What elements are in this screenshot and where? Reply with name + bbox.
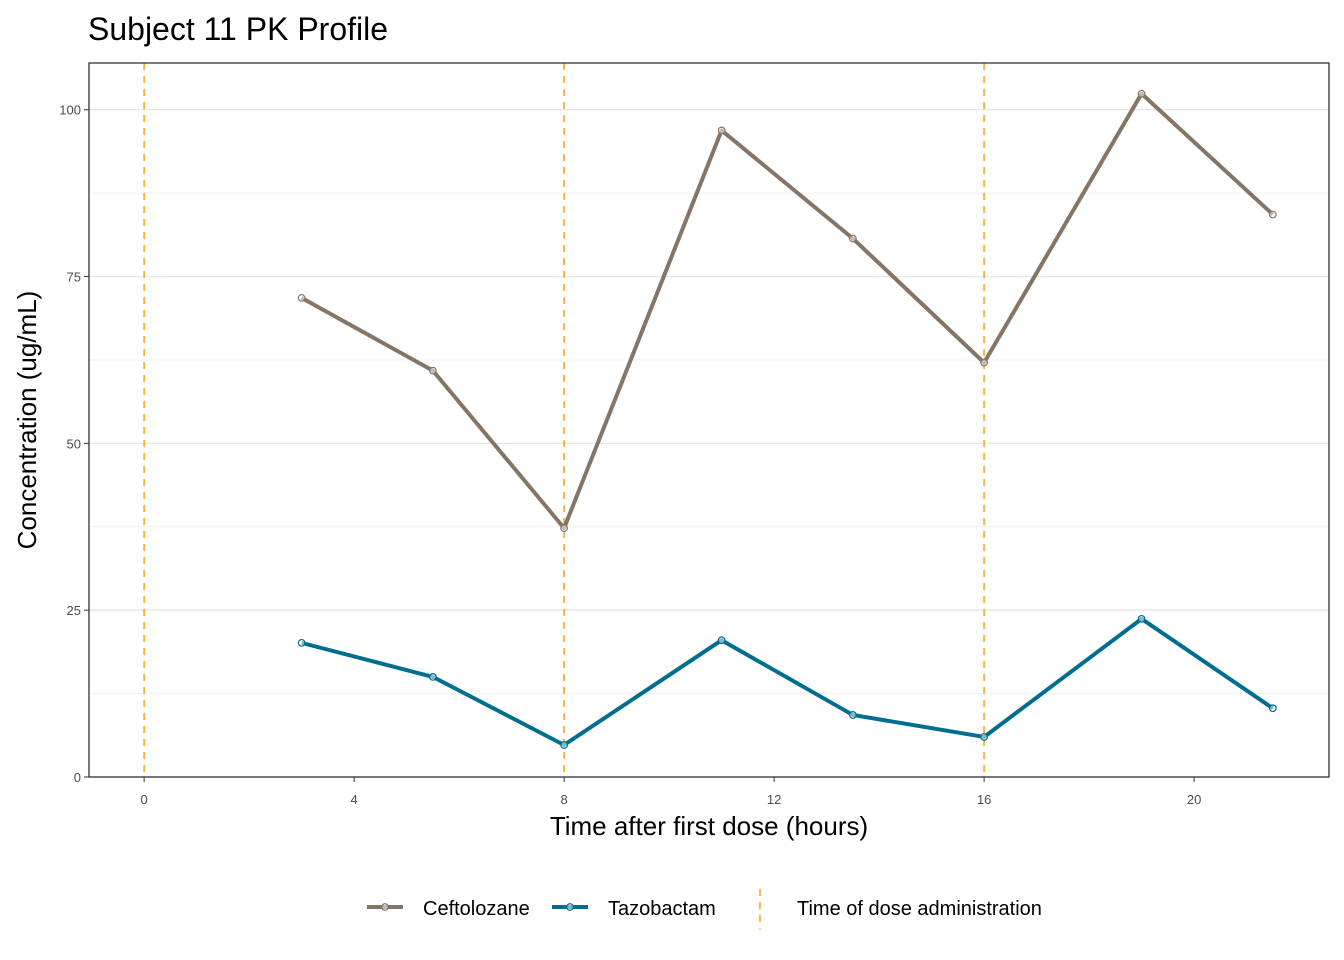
legend-label: Time of dose administration (797, 898, 1042, 920)
data-point (717, 636, 726, 645)
y-tick-label: 25 (67, 603, 81, 618)
data-point (297, 638, 306, 647)
x-axis-label: Time after first dose (hours) (550, 811, 868, 841)
y-axis-label: Concentration (ug/mL) (12, 291, 42, 550)
data-point (1137, 89, 1146, 98)
legend-key-point (381, 903, 389, 911)
data-point (980, 358, 988, 367)
series-line (301, 616, 1274, 747)
x-tick-label: 4 (350, 792, 357, 807)
data-point (1268, 704, 1277, 713)
y-tick-label: 50 (67, 436, 81, 451)
y-axis: 0 25 50 75 100 (59, 103, 89, 785)
data-point (717, 126, 726, 135)
y-tick-label: 100 (59, 103, 81, 118)
data-point (1137, 614, 1146, 623)
legend-key-point (566, 903, 574, 911)
y-tick-label: 0 (74, 770, 81, 785)
legend-label: Ceftolozane (423, 898, 530, 920)
x-axis: 0 4 8 12 16 20 (141, 777, 1201, 807)
x-tick-label: 8 (560, 792, 567, 807)
data-point (848, 234, 857, 243)
data-point (297, 293, 306, 302)
series-ceftolozane (297, 89, 1277, 533)
series-group (297, 89, 1277, 749)
x-tick-label: 12 (767, 792, 781, 807)
x-tick-label: 0 (141, 792, 148, 807)
plot-panel-border (88, 62, 1330, 778)
data-point (560, 524, 569, 533)
data-point (1268, 210, 1277, 219)
data-point (848, 711, 857, 719)
series-line (300, 91, 1275, 531)
series-tazobactam (297, 614, 1277, 749)
data-point (980, 733, 988, 741)
chart-title: Subject 11 PK Profile (88, 11, 388, 47)
x-tick-label: 20 (1187, 792, 1201, 807)
data-point (428, 366, 437, 375)
y-tick-label: 75 (67, 270, 81, 285)
grid (89, 109, 1329, 778)
data-point (560, 741, 569, 749)
data-point (428, 673, 437, 681)
dose-lines (143, 63, 985, 777)
legend-label: Tazobactam (608, 898, 716, 920)
x-tick-label: 16 (977, 792, 991, 807)
legend: Ceftolozane Tazobactam Time of dose admini… (367, 889, 1042, 929)
